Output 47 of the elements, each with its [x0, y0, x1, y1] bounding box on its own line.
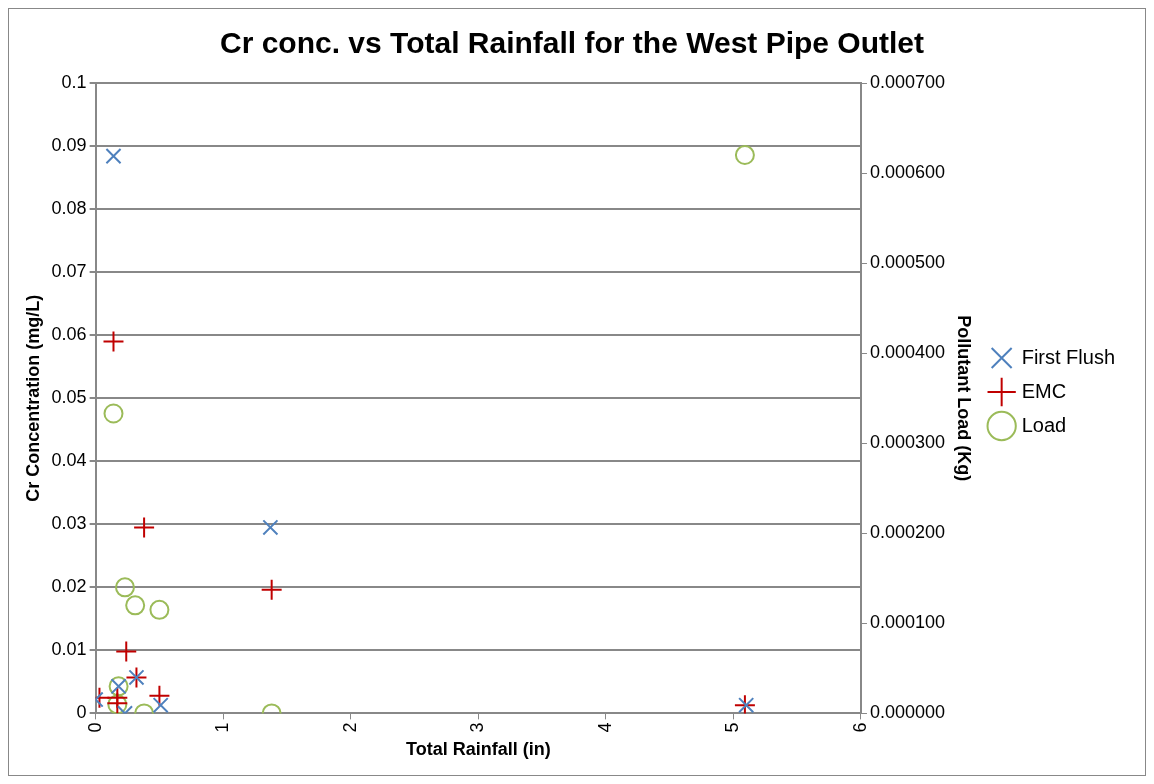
- x-tick-label: 4: [594, 722, 615, 733]
- point: [133, 516, 156, 539]
- y-tick-label: 0.07: [51, 261, 87, 282]
- y2-tick-label: 0.000600: [869, 162, 946, 183]
- x-tick-label: 2: [339, 722, 360, 733]
- y-tick-label: 0.09: [51, 135, 87, 156]
- y2-tick-label: 0.000700: [869, 71, 946, 92]
- chart-title: Cr conc. vs Total Rainfall for the West Pipe Outlet: [219, 26, 925, 60]
- point: [114, 577, 135, 598]
- x-tick-label: 5: [722, 722, 743, 733]
- y-tick-label: 0.05: [51, 387, 87, 408]
- point: [105, 148, 122, 165]
- legend-label: First Flush: [1021, 345, 1115, 368]
- y2-tick-label: 0.000100: [869, 612, 946, 633]
- point: [125, 595, 146, 616]
- y2-tick-label: 0.000200: [869, 522, 946, 543]
- point: [262, 519, 279, 536]
- point: [733, 694, 756, 714]
- y-axis-title: Cr Concentration (mg/L): [22, 294, 43, 502]
- point: [738, 697, 755, 714]
- y-tick-label: 0.04: [51, 450, 87, 471]
- x-tick-label: 1: [212, 722, 233, 733]
- y2-tick-label: 0.000400: [869, 342, 946, 363]
- y2-tick-label: 0.000000: [869, 702, 946, 723]
- y-tick-label: 0.02: [51, 576, 87, 597]
- point: [103, 403, 124, 424]
- x-tick-label: 3: [467, 722, 488, 733]
- y2-tick-label: 0.000500: [869, 252, 946, 273]
- y-tick-label: 0.01: [51, 639, 87, 660]
- legend-label: Load: [1021, 413, 1067, 436]
- x-tick-label: 6: [849, 722, 870, 733]
- point: [102, 330, 125, 353]
- legend-label: EMC: [1021, 379, 1067, 402]
- y2-tick-label: 0.000300: [869, 432, 946, 453]
- y-tick-label: 0.08: [51, 198, 87, 219]
- point: [734, 145, 755, 166]
- y2-axis-title: Pollutant Load (Kg): [953, 315, 974, 482]
- point: [152, 697, 169, 714]
- y-tick-label: 0.03: [51, 513, 87, 534]
- y-tick-label: 0.1: [61, 71, 87, 92]
- point: [149, 599, 170, 620]
- x-tick-label: 0: [84, 722, 105, 733]
- point: [148, 684, 171, 707]
- point: [260, 578, 283, 601]
- y-tick-label: 0.06: [51, 324, 87, 345]
- point: [115, 640, 138, 663]
- x-axis-title: Total Rainfall (in): [405, 739, 551, 760]
